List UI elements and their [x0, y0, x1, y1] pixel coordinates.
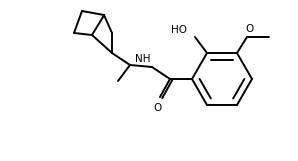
Text: O: O [245, 24, 253, 34]
Text: O: O [153, 103, 161, 113]
Text: NH: NH [134, 54, 150, 64]
Text: HO: HO [171, 25, 187, 35]
